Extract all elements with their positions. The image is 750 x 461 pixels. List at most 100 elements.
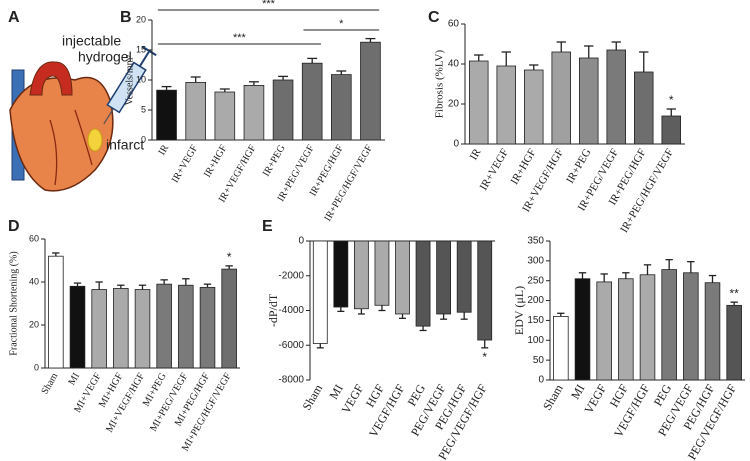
bar bbox=[214, 91, 236, 141]
x-tick-label: MI bbox=[66, 371, 82, 387]
y-tick-label: 250 bbox=[527, 275, 544, 286]
bar bbox=[134, 289, 151, 369]
bar bbox=[596, 281, 612, 381]
aorta bbox=[29, 61, 73, 96]
bar bbox=[661, 115, 682, 145]
y-tick-label: 60 bbox=[448, 19, 460, 30]
bar bbox=[456, 240, 472, 313]
bar bbox=[301, 62, 323, 141]
significance-label: * bbox=[339, 18, 344, 30]
panel-letter: B bbox=[120, 9, 132, 26]
bar bbox=[199, 286, 216, 369]
bar bbox=[374, 240, 390, 306]
vessel-lines bbox=[49, 109, 93, 186]
y-tick-label: 0 bbox=[34, 362, 39, 372]
bar bbox=[353, 240, 369, 310]
panel-a-diagram: A injectable hydrogel infarct bbox=[8, 9, 157, 192]
y-axis-title: EDV (μL) bbox=[512, 286, 526, 335]
y-tick-label: 5 bbox=[141, 104, 146, 114]
y-tick-label: 50 bbox=[533, 355, 545, 366]
x-tick-label: Sham bbox=[540, 381, 566, 412]
x-tick-label: VEGF bbox=[581, 382, 609, 416]
y-tick-label: -2000 bbox=[278, 270, 304, 281]
significance-label: *** bbox=[262, 0, 276, 10]
bar bbox=[468, 60, 489, 145]
y-tick-label: 15 bbox=[136, 44, 146, 54]
x-tick-label: IR bbox=[468, 146, 484, 162]
y-tick-label: 0 bbox=[538, 375, 544, 386]
bar bbox=[606, 49, 627, 145]
y-tick-label: 10 bbox=[136, 74, 146, 84]
significance-label: * bbox=[482, 350, 487, 364]
panel-letter: D bbox=[8, 218, 20, 235]
bar bbox=[272, 79, 294, 141]
x-tick-label: IR bbox=[157, 143, 172, 157]
y-tick-label: 40 bbox=[29, 276, 39, 286]
syringe bbox=[103, 45, 157, 125]
bar bbox=[436, 240, 452, 315]
x-tick-label: MI bbox=[568, 382, 587, 402]
y-axis-title: -dP/dT bbox=[266, 293, 280, 327]
y-tick-label: 200 bbox=[527, 295, 544, 306]
bar bbox=[661, 269, 677, 381]
hydrogel bbox=[87, 128, 103, 152]
bar bbox=[639, 274, 656, 381]
bar bbox=[579, 57, 599, 145]
bar bbox=[91, 289, 107, 369]
bar bbox=[48, 255, 64, 369]
bar bbox=[333, 240, 349, 308]
x-tick-label: IR+HGF bbox=[202, 143, 230, 180]
bar bbox=[113, 288, 129, 369]
significance-label: ** bbox=[729, 286, 739, 300]
bar bbox=[415, 240, 431, 327]
y-tick-label: -8000 bbox=[278, 375, 304, 386]
bar bbox=[156, 89, 177, 141]
bar bbox=[221, 268, 237, 369]
y-tick-label: 60 bbox=[29, 233, 39, 243]
y-tick-label: 0 bbox=[298, 236, 304, 247]
bar bbox=[551, 51, 572, 145]
y-tick-label: 100 bbox=[527, 335, 544, 346]
x-tick-label: MI bbox=[326, 382, 345, 402]
bar bbox=[524, 69, 544, 145]
x-tick-label: VEGF bbox=[339, 382, 367, 416]
x-tick-label: IR+PEG/HGF/VEGF bbox=[618, 147, 676, 235]
y-tick-label: 20 bbox=[136, 14, 146, 24]
x-tick-label: Sham bbox=[299, 381, 325, 412]
label-injectable: injectable bbox=[62, 33, 121, 49]
bar bbox=[496, 65, 516, 145]
label-hydrogel: hydrogel bbox=[78, 49, 132, 65]
bar bbox=[178, 284, 194, 369]
bar bbox=[726, 304, 742, 381]
panel-letter: A bbox=[8, 9, 20, 26]
significance-label: * bbox=[227, 250, 232, 264]
y-tick-label: -4000 bbox=[278, 305, 304, 316]
bar bbox=[395, 240, 410, 315]
bar bbox=[185, 82, 206, 141]
bar bbox=[634, 71, 654, 145]
x-tick-label: IR+PEG bbox=[261, 143, 288, 178]
y-tick-label: 0 bbox=[453, 139, 459, 150]
bar bbox=[69, 285, 86, 369]
bar bbox=[156, 283, 172, 369]
bar bbox=[477, 240, 493, 341]
label-infarct: infarct bbox=[106, 137, 144, 153]
significance-label: * bbox=[669, 93, 674, 107]
y-axis-title: Fractional Shortening (%) bbox=[8, 251, 19, 355]
bar bbox=[618, 278, 634, 381]
y-tick-label: 300 bbox=[527, 255, 544, 266]
panel-letter: E bbox=[262, 218, 273, 235]
y-tick-label: 0 bbox=[141, 134, 146, 144]
bar bbox=[331, 74, 352, 141]
y-tick-label: 20 bbox=[448, 99, 460, 110]
bar bbox=[574, 278, 591, 381]
bar bbox=[360, 41, 381, 141]
bar bbox=[704, 282, 721, 381]
x-tick-label: Sham bbox=[40, 371, 61, 396]
